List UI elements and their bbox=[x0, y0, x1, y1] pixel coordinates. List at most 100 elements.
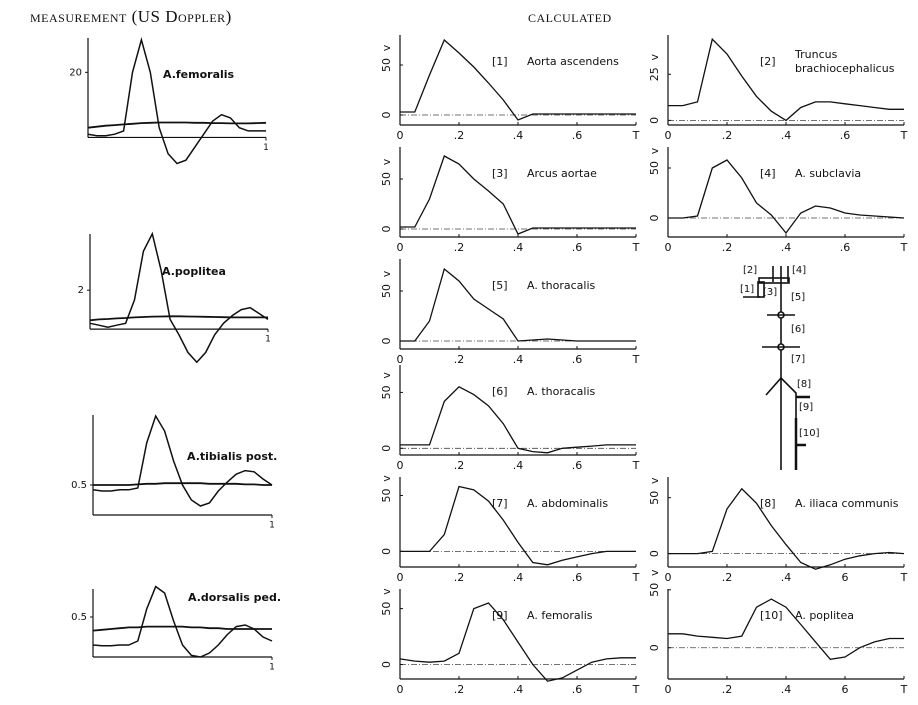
y-axis-label: v bbox=[380, 588, 393, 595]
vessel-diagram bbox=[743, 266, 810, 470]
diagram-label: [10] bbox=[799, 428, 820, 439]
y-tick-label: 50 bbox=[380, 172, 393, 186]
panel-title: A.femoralis bbox=[163, 68, 235, 81]
panel-label: [6] bbox=[492, 385, 508, 398]
heading: calculated bbox=[528, 7, 612, 26]
diagram-label: [7] bbox=[791, 354, 805, 365]
x-tick-label: T bbox=[632, 353, 640, 366]
diagram-label: [8] bbox=[797, 379, 811, 390]
y-tick-label: 50 bbox=[648, 583, 661, 597]
y-tick-label: 0 bbox=[380, 338, 393, 345]
x-tick-label: 0 bbox=[665, 683, 672, 696]
x-tick-label: .4 bbox=[781, 241, 792, 254]
x-tick-label: 0 bbox=[397, 129, 404, 142]
curve bbox=[668, 37, 904, 122]
x-tick-label: .4 bbox=[513, 683, 524, 696]
y-tick-label: 0 bbox=[380, 661, 393, 668]
curve bbox=[400, 386, 636, 454]
panel-title: A. iliaca communis bbox=[795, 497, 899, 510]
x-tick-label: 0 bbox=[397, 241, 404, 254]
curve bbox=[400, 155, 636, 235]
x-tick-label: .6 bbox=[840, 129, 851, 142]
x-tick-label: .2 bbox=[722, 129, 733, 142]
y-axis-label: v bbox=[380, 158, 393, 165]
x-tick-label: .4 bbox=[513, 353, 524, 366]
panel-label: [8] bbox=[760, 497, 776, 510]
y-tick-label: 50 bbox=[380, 385, 393, 399]
curve bbox=[92, 585, 273, 658]
y-axis-label: v bbox=[380, 475, 393, 482]
y-axis-label: v bbox=[648, 54, 661, 61]
y-tick-label: 0 bbox=[380, 445, 393, 452]
x-tick-label: .6 bbox=[572, 129, 583, 142]
diagram-label: [9] bbox=[799, 402, 813, 413]
x-tick-label: .6 bbox=[840, 241, 851, 254]
diagram-label: [4] bbox=[792, 265, 806, 276]
x-tick-label: 0 bbox=[397, 683, 404, 696]
x-tick-label: T bbox=[900, 683, 908, 696]
x-tick-label: 1 bbox=[265, 335, 271, 345]
y-axis-label: v bbox=[380, 44, 393, 51]
y-tick-label: 0 bbox=[380, 548, 393, 555]
y-tick-label: 2 bbox=[78, 285, 84, 296]
panel-title: A. abdominalis bbox=[527, 497, 608, 510]
x-tick-label: .4 bbox=[513, 129, 524, 142]
y-tick-label: 0.5 bbox=[71, 612, 87, 623]
x-tick-label: .4 bbox=[781, 129, 792, 142]
x-tick-label: .2 bbox=[454, 571, 465, 584]
diagram-label: [3] bbox=[763, 287, 777, 298]
curve bbox=[668, 159, 905, 235]
x-tick-label: .2 bbox=[454, 353, 465, 366]
curve bbox=[668, 487, 905, 570]
panel-label: [3] bbox=[492, 167, 508, 180]
x-tick-label: T bbox=[632, 129, 640, 142]
curve bbox=[93, 482, 272, 486]
x-tick-label: T bbox=[632, 683, 640, 696]
panel-title: Aorta ascendens bbox=[527, 55, 619, 68]
x-tick-label: 0 bbox=[397, 571, 404, 584]
x-tick-label: .2 bbox=[722, 571, 733, 584]
panel-title: A. thoracalis bbox=[527, 279, 596, 292]
x-tick-label: .2 bbox=[454, 129, 465, 142]
x-tick-label: .4 bbox=[513, 241, 524, 254]
panel-title: A. poplitea bbox=[795, 609, 854, 622]
x-tick-label: T bbox=[900, 571, 908, 584]
panel-title: Truncus bbox=[794, 48, 838, 61]
x-tick-label: 0 bbox=[397, 353, 404, 366]
curve bbox=[668, 598, 904, 660]
y-tick-label: 50 bbox=[380, 284, 393, 298]
x-tick-label: .4 bbox=[781, 683, 792, 696]
x-tick-label: .6 bbox=[572, 571, 583, 584]
panel-title: A. thoracalis bbox=[527, 385, 596, 398]
diagram-label: [1] bbox=[740, 284, 754, 295]
panel-title: Arcus aortae bbox=[527, 167, 597, 180]
y-axis-label: v bbox=[380, 372, 393, 379]
y-tick-label: 20 bbox=[69, 67, 82, 78]
curve bbox=[89, 315, 268, 322]
x-tick-label: .6 bbox=[572, 241, 583, 254]
panel-title: A.dorsalis ped. bbox=[188, 591, 281, 604]
heading: measurement (US Doppler) bbox=[30, 7, 232, 26]
y-tick-label: 0 bbox=[648, 117, 661, 124]
y-tick-label: 0 bbox=[648, 644, 661, 651]
panel-title: brachiocephalicus bbox=[795, 62, 895, 75]
panel-label: [4] bbox=[760, 167, 776, 180]
x-tick-label: .2 bbox=[722, 683, 733, 696]
x-tick-label: 0 bbox=[397, 459, 404, 472]
x-tick-label: T bbox=[632, 241, 640, 254]
x-tick-label: .4 bbox=[513, 571, 524, 584]
curve bbox=[399, 602, 636, 682]
x-tick-label: T bbox=[900, 241, 908, 254]
curve bbox=[400, 485, 636, 566]
y-axis-label: v bbox=[648, 477, 661, 484]
panel-label: [1] bbox=[492, 55, 508, 68]
y-axis-label: v bbox=[648, 569, 661, 576]
diagram-label: [6] bbox=[791, 324, 805, 335]
y-axis-label: v bbox=[380, 270, 393, 277]
y-tick-label: 0 bbox=[380, 112, 393, 119]
y-tick-label: 50 bbox=[380, 58, 393, 72]
y-tick-label: 50 bbox=[380, 488, 393, 502]
y-tick-label: 50 bbox=[380, 602, 393, 616]
